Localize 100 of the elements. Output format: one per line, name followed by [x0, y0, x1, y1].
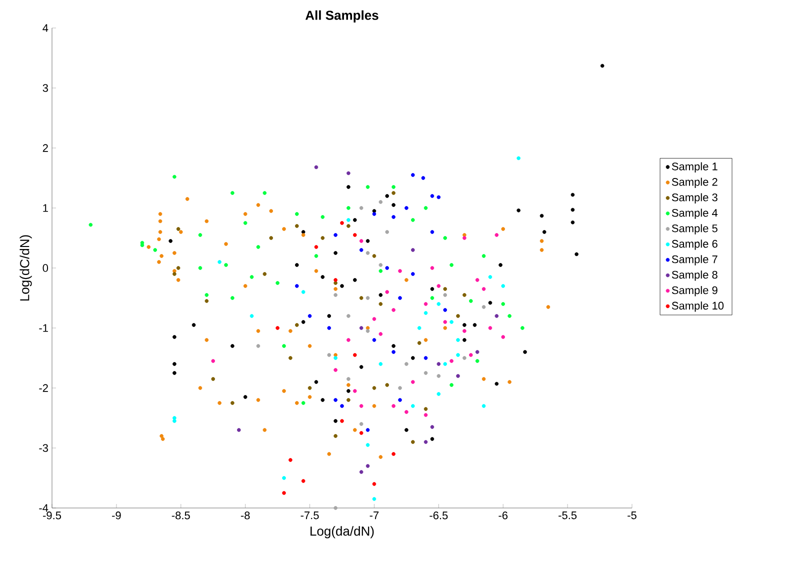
point: [334, 419, 338, 423]
point: [430, 296, 434, 300]
point: [392, 350, 396, 354]
point: [482, 377, 486, 381]
point: [366, 251, 370, 255]
point: [352, 233, 357, 237]
point: [366, 329, 370, 333]
point: [359, 206, 364, 210]
point: [352, 218, 357, 222]
point: [424, 206, 428, 210]
point: [157, 237, 161, 242]
point: [346, 218, 350, 222]
point: [198, 266, 202, 270]
point: [366, 443, 370, 447]
point: [176, 227, 180, 231]
point: [398, 386, 402, 390]
point: [372, 482, 376, 486]
point: [168, 239, 172, 243]
point: [288, 356, 292, 360]
point: [334, 506, 338, 510]
point: [172, 174, 176, 179]
point: [320, 236, 325, 240]
point: [198, 233, 202, 237]
point: [176, 266, 180, 270]
point: [430, 437, 434, 441]
point: [359, 431, 364, 435]
point: [346, 206, 350, 210]
point: [540, 248, 544, 252]
point: [385, 383, 390, 387]
point: [424, 440, 428, 444]
point: [410, 218, 415, 222]
x-tick-label: -7.5: [300, 512, 319, 520]
point: [443, 293, 448, 297]
point: [456, 338, 460, 342]
point: [172, 419, 176, 423]
point: [243, 221, 248, 225]
point: [250, 275, 254, 279]
point: [314, 380, 318, 384]
point: [392, 191, 396, 195]
point: [398, 269, 402, 273]
point: [443, 287, 448, 291]
point: [508, 314, 512, 318]
point: [475, 278, 480, 282]
point: [462, 233, 466, 237]
x-tick-label: -5: [628, 512, 636, 520]
point: [417, 326, 422, 330]
point: [462, 236, 466, 240]
point: [359, 365, 364, 369]
point: [410, 248, 415, 252]
point: [224, 242, 228, 246]
point: [334, 353, 338, 357]
point: [443, 236, 448, 240]
point: [172, 362, 176, 366]
point: [359, 326, 364, 330]
point: [385, 230, 390, 234]
point: [276, 326, 280, 330]
point: [157, 260, 161, 264]
point: [494, 233, 499, 237]
point: [282, 491, 286, 495]
legend-label: Sample 7: [672, 255, 718, 266]
point: [327, 353, 332, 357]
point: [340, 419, 344, 423]
point: [320, 398, 325, 402]
point: [392, 308, 396, 312]
point: [542, 230, 546, 234]
point: [488, 326, 492, 330]
point: [334, 281, 338, 285]
point: [282, 476, 286, 480]
point: [282, 227, 286, 231]
point: [230, 401, 234, 405]
point: [482, 287, 486, 291]
point: [230, 344, 234, 348]
point: [359, 248, 364, 252]
point: [236, 428, 241, 432]
point: [392, 215, 396, 219]
point: [308, 395, 312, 399]
point: [475, 359, 480, 363]
point: [282, 344, 286, 348]
point: [436, 195, 441, 200]
x-tick-label: -8.5: [172, 512, 190, 520]
point: [482, 305, 486, 309]
point: [301, 401, 306, 405]
point: [158, 230, 162, 234]
point: [172, 335, 176, 339]
point: [372, 386, 376, 390]
point: [88, 222, 93, 227]
point: [334, 233, 338, 237]
legend-label: Sample 4: [672, 208, 718, 219]
legend-label: Sample 2: [672, 178, 718, 188]
legend-label: Sample 1: [672, 162, 718, 173]
point: [410, 356, 415, 360]
point: [372, 209, 376, 213]
point: [404, 410, 408, 414]
point: [320, 215, 325, 219]
point: [230, 191, 234, 195]
point: [314, 254, 318, 258]
point: [410, 272, 415, 276]
point: [404, 278, 408, 282]
point: [372, 338, 376, 342]
point: [372, 404, 376, 408]
